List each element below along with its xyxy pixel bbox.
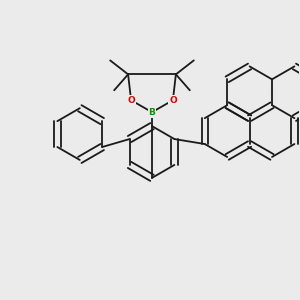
- Text: B: B: [148, 108, 155, 117]
- Text: O: O: [169, 96, 177, 105]
- Text: O: O: [127, 96, 135, 105]
